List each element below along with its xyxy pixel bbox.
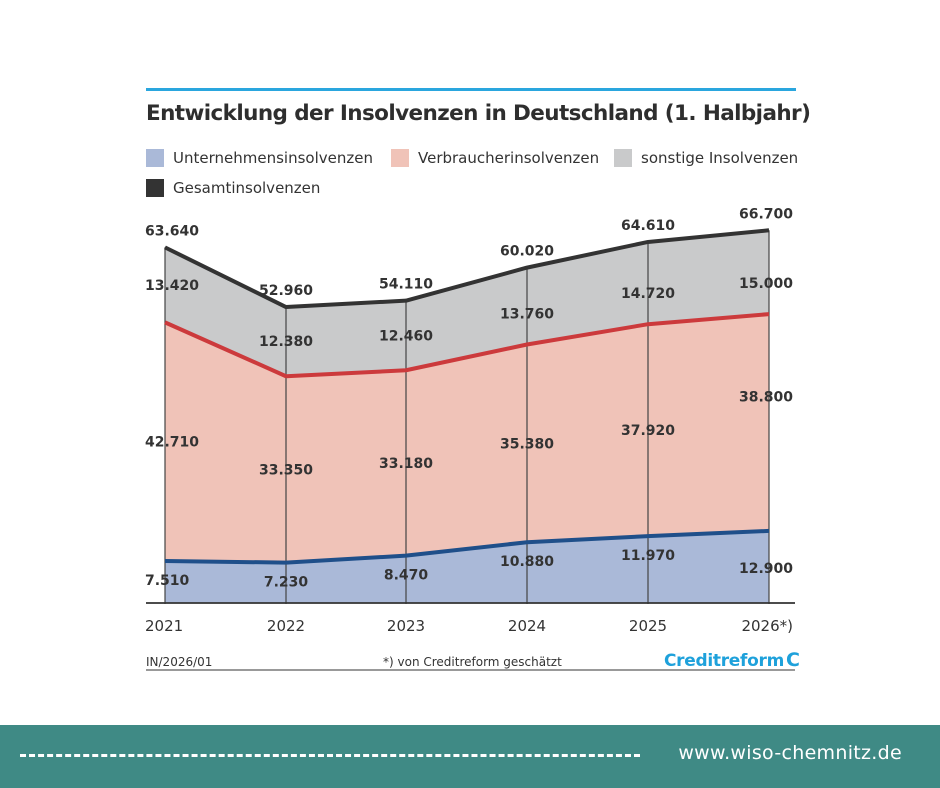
x-tick-label: 2023 (387, 617, 425, 635)
area-3 (165, 230, 769, 377)
data-label-sonstige: 12.380 (259, 334, 313, 350)
x-tick-label: 2022 (267, 617, 305, 635)
footnote-estimate: *) von Creditreform geschätzt (383, 655, 562, 669)
legend-item-gesamt: Gesamtinsolvenzen (146, 179, 320, 197)
data-label-gesamt: 54.110 (379, 277, 433, 293)
data-label-sonstige: 13.420 (145, 278, 199, 294)
x-tick-label: 2026*) (741, 617, 793, 635)
data-label-unternehmen: 12.900 (739, 561, 793, 577)
legend-label-gesamt: Gesamtinsolvenzen (173, 179, 321, 197)
data-label-unternehmen: 10.880 (500, 554, 554, 570)
footer-bar: www.wiso-chemnitz.de (0, 725, 940, 788)
legend-swatch-unternehmen (146, 149, 164, 167)
data-label-unternehmen: 8.470 (384, 568, 429, 584)
logo-text: Creditreform (664, 651, 784, 671)
x-tick-label: 2025 (629, 617, 667, 635)
legend-label-verbraucher: Verbraucherinsolvenzen (418, 149, 600, 167)
data-label-sonstige: 14.720 (621, 286, 675, 302)
data-label-verbraucher: 42.710 (145, 435, 199, 451)
legend-swatch-gesamt (146, 179, 164, 197)
data-label-gesamt: 52.960 (259, 283, 313, 299)
chart-title: Entwicklung der Insolvenzen in Deutschla… (146, 101, 811, 126)
data-label-gesamt: 64.610 (621, 218, 675, 234)
title-rule (146, 88, 796, 91)
data-label-verbraucher: 33.180 (379, 456, 433, 472)
legend-item-verbraucher: Verbraucherinsolvenzen (391, 149, 599, 167)
data-label-sonstige: 13.760 (500, 306, 554, 322)
data-label-unternehmen: 7.230 (264, 575, 309, 591)
legend-label-unternehmen: Unternehmensinsolvenzen (173, 149, 373, 167)
legend-item-unternehmen: Unternehmensinsolvenzen (146, 149, 373, 167)
data-label-sonstige: 15.000 (739, 276, 793, 292)
creditreform-logo: Creditreform C (664, 649, 800, 671)
series-line-1 (164, 528, 770, 565)
footnote-code: IN/2026/01 (146, 655, 213, 669)
series-line-2 (164, 312, 770, 379)
data-label-unternehmen: 7.510 (145, 573, 190, 589)
x-tick-label: 2021 (145, 617, 183, 635)
data-label-gesamt: 60.020 (500, 244, 554, 260)
data-label-verbraucher: 38.800 (739, 390, 793, 406)
data-label-unternehmen: 11.970 (621, 548, 675, 564)
footer-url-link[interactable]: www.wiso-chemnitz.de (678, 742, 902, 764)
data-label-verbraucher: 37.920 (621, 423, 675, 439)
area-1 (165, 530, 769, 603)
x-tick-label: 2024 (508, 617, 546, 635)
total-line (164, 228, 770, 310)
data-label-gesamt: 66.700 (739, 206, 793, 222)
legend-swatch-verbraucher (391, 149, 409, 167)
data-label-sonstige: 12.460 (379, 328, 433, 344)
legend-item-sonstige: sonstige Insolvenzen (614, 149, 798, 167)
legend-label-sonstige: sonstige Insolvenzen (641, 149, 799, 167)
footer-dashed-line (20, 754, 640, 757)
data-label-gesamt: 63.640 (145, 223, 199, 239)
data-label-verbraucher: 33.350 (259, 462, 313, 478)
data-label-verbraucher: 35.380 (500, 436, 554, 452)
legend-swatch-sonstige (614, 149, 632, 167)
logo-mark-icon: C (786, 649, 800, 671)
